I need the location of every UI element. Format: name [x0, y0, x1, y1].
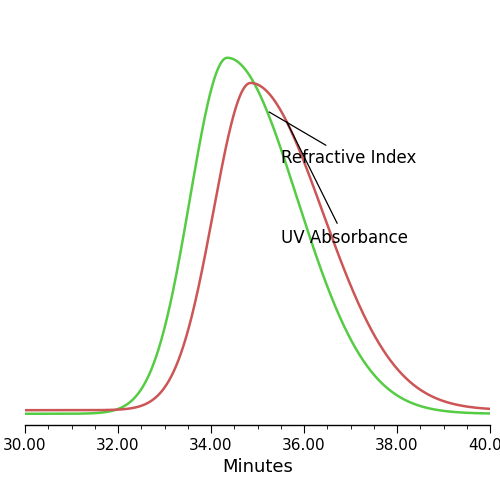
Text: UV Absorbance: UV Absorbance [281, 122, 408, 246]
Text: Refractive Index: Refractive Index [269, 112, 416, 167]
X-axis label: Minutes: Minutes [222, 458, 293, 476]
